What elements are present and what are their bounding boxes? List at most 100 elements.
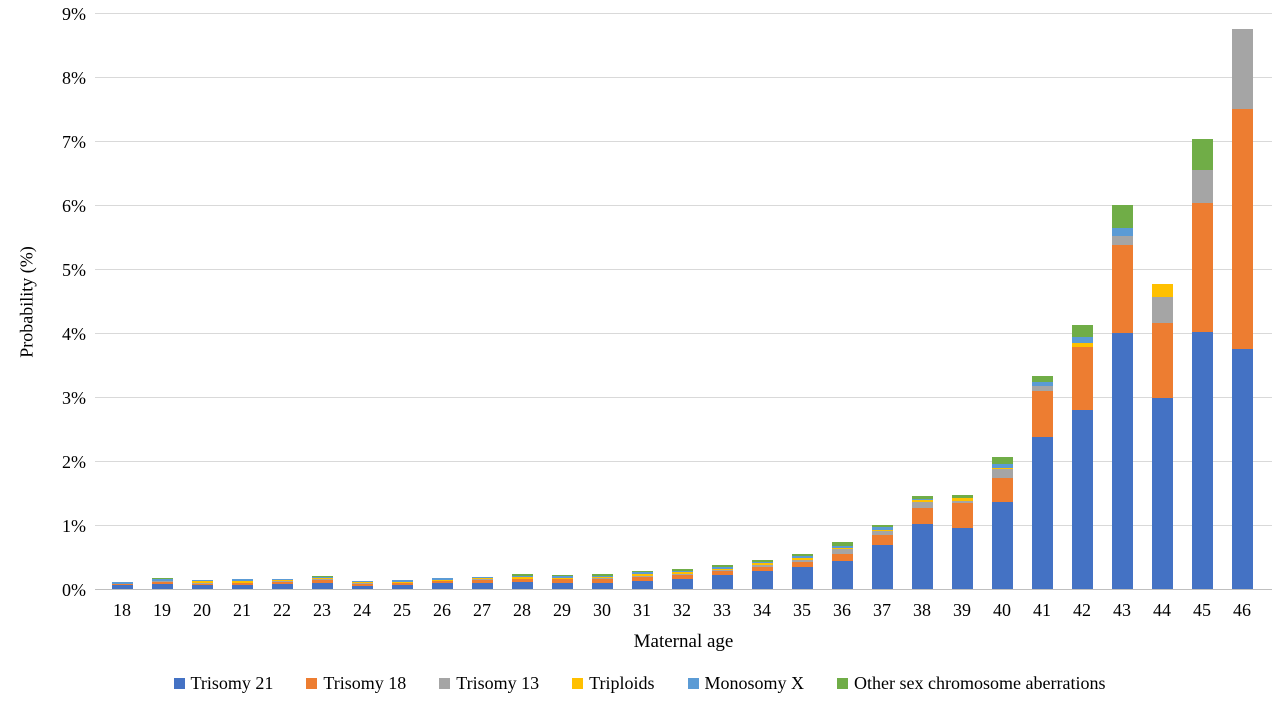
bar-segment: [1111, 228, 1133, 236]
y-tick-label: 9%: [62, 4, 86, 24]
bar-segment: [671, 578, 693, 589]
bar-segment: [951, 502, 973, 529]
bar-segment: [1151, 398, 1173, 589]
bar-segment: [991, 468, 1013, 470]
bar-segment: [431, 581, 453, 584]
x-tick-label: 45: [1193, 600, 1211, 620]
bar-segment: [671, 569, 693, 572]
bar-segment: [151, 578, 173, 580]
bar-segment: [991, 457, 1013, 464]
bar-segment: [511, 575, 533, 577]
bar: [1151, 283, 1173, 589]
legend-swatch: [306, 678, 318, 689]
bar-segment: [791, 553, 813, 557]
y-tick-label: 3%: [62, 388, 86, 408]
bar-segment: [1111, 235, 1133, 246]
legend-swatch: [572, 678, 584, 689]
bar-segment: [831, 545, 853, 549]
bar-segment: [711, 565, 733, 567]
bar-segment: [871, 526, 893, 531]
y-tick-label: 2%: [62, 452, 86, 472]
legend-item: Monosomy X: [687, 673, 805, 694]
bar-segment: [1151, 297, 1173, 323]
x-axis-title: Maternal age: [633, 631, 734, 652]
bar-segment: [631, 574, 653, 576]
bar: [1111, 205, 1133, 589]
x-tick-label: 36: [833, 600, 851, 620]
bar-segment: [1151, 283, 1173, 298]
bar: [751, 559, 773, 589]
bar: [1031, 375, 1053, 589]
bar-segment: [231, 582, 253, 585]
gridline: [95, 141, 1272, 142]
bar-segment: [871, 525, 893, 527]
bar-segment: [551, 575, 573, 577]
legend-item: Triploids: [572, 673, 655, 694]
bar-segment: [671, 573, 693, 575]
bar-segment: [191, 583, 213, 586]
bar-segment: [431, 583, 453, 589]
bar-segment: [1031, 390, 1053, 437]
legend-swatch: [173, 678, 185, 689]
bar: [671, 569, 693, 589]
x-tick-label: 23: [313, 600, 331, 620]
bar: [431, 578, 453, 589]
x-tick-label: 18: [113, 600, 131, 620]
bar-segment: [151, 581, 173, 584]
bar-segment: [271, 583, 293, 589]
bar-segment: [991, 501, 1013, 589]
x-tick-label: 46: [1233, 600, 1251, 620]
bar: [231, 579, 253, 589]
x-tick-label: 21: [233, 600, 251, 620]
x-tick-label: 30: [593, 600, 611, 620]
bar-segment: [391, 580, 413, 583]
bar: [591, 573, 613, 589]
x-tick-label: 29: [553, 600, 571, 620]
bar-segment: [871, 545, 893, 589]
legend-label: Monosomy X: [704, 673, 805, 693]
bar-segment: [111, 584, 133, 589]
bar-segment: [511, 579, 533, 582]
bar-segment: [1111, 333, 1133, 589]
bar-segment: [751, 561, 773, 564]
legend-label: Trisomy 18: [323, 673, 407, 693]
bar-segment: [111, 583, 133, 585]
x-tick-label: 27: [473, 600, 491, 620]
bar-segment: [311, 576, 333, 579]
bar-segment: [831, 549, 853, 554]
bar-segment: [351, 585, 373, 589]
bar: [711, 565, 733, 589]
y-tick-label: 0%: [62, 580, 86, 600]
x-tick-label: 24: [353, 600, 371, 620]
legend-swatch: [687, 678, 699, 689]
bar-segment: [191, 580, 213, 582]
bar-segment: [631, 576, 653, 582]
y-tick-label: 7%: [62, 132, 86, 152]
bar-segment: [871, 530, 893, 532]
bar-segment: [1111, 245, 1133, 333]
bar-segment: [831, 548, 853, 550]
bar-segment: [871, 534, 893, 546]
x-tick-label: 37: [873, 600, 891, 620]
bar-segment: [231, 579, 253, 581]
bar-segment: [551, 577, 573, 579]
bar-segment: [391, 585, 413, 589]
gridline: [95, 397, 1272, 398]
bar-segment: [511, 576, 533, 579]
bar: [271, 578, 293, 589]
bar-segment: [991, 463, 1013, 469]
legend-swatch: [837, 678, 849, 689]
bar-segment: [151, 580, 173, 582]
bar-segment: [1071, 325, 1093, 337]
bar-segment: [831, 542, 853, 546]
bar-segment: [351, 583, 373, 586]
bar-segment: [471, 576, 493, 579]
y-tick-label: 1%: [62, 516, 86, 536]
bar-segment: [711, 571, 733, 575]
bar-segment: [991, 469, 1013, 478]
y-tick-label: 4%: [62, 324, 86, 344]
bar: [951, 494, 973, 589]
bar-segment: [751, 571, 773, 589]
bar: [991, 457, 1013, 589]
